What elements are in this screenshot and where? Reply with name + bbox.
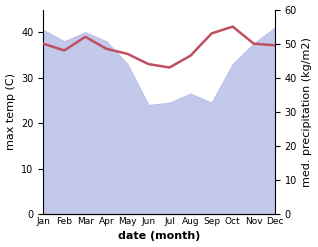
X-axis label: date (month): date (month) (118, 231, 200, 242)
Y-axis label: med. precipitation (kg/m2): med. precipitation (kg/m2) (302, 37, 313, 187)
Y-axis label: max temp (C): max temp (C) (5, 73, 16, 150)
